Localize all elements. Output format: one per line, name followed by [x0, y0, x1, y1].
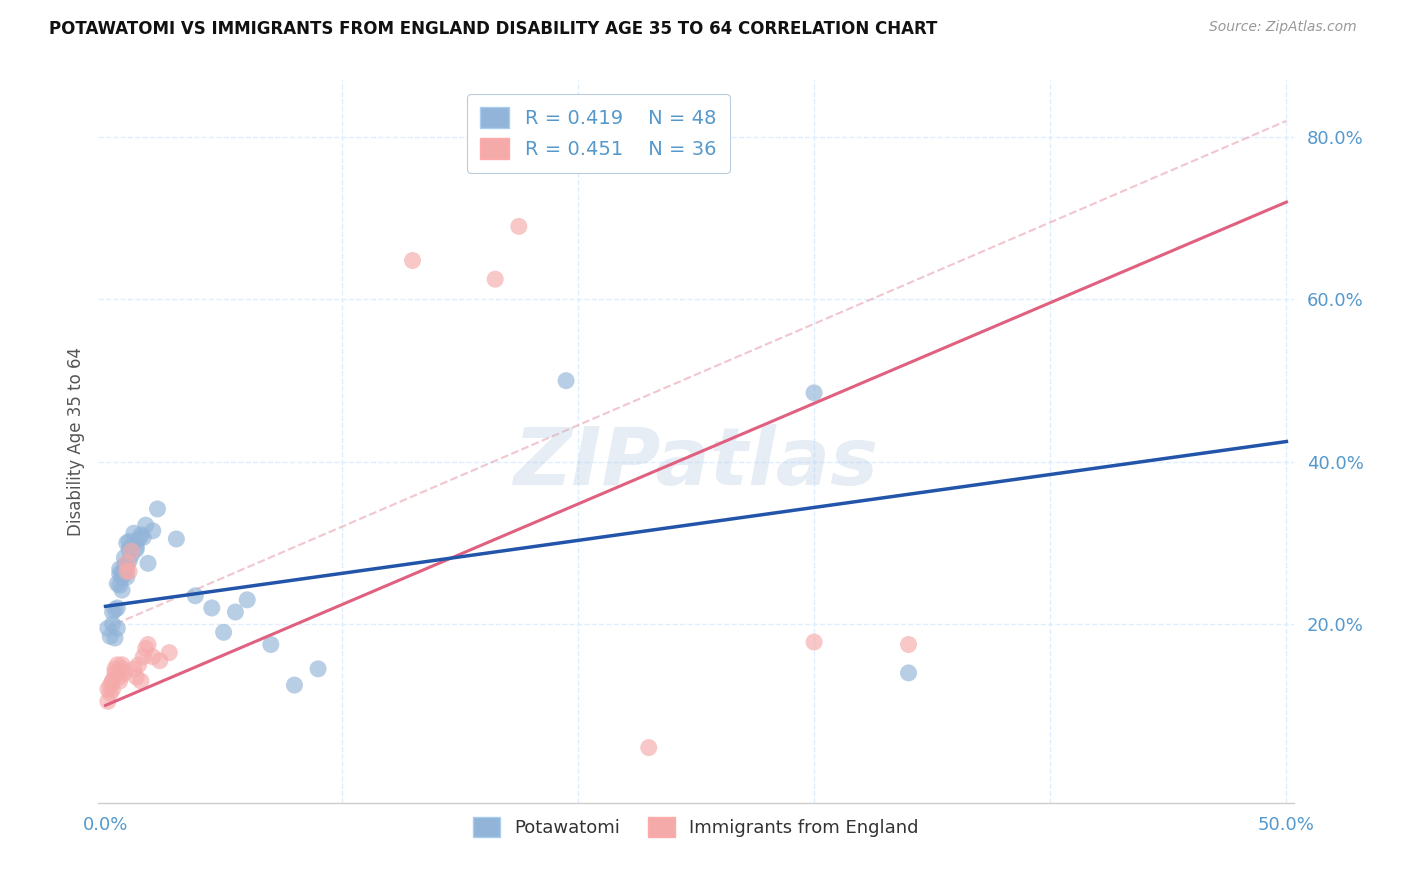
Point [637, 740, 659, 755]
Point [105, 621, 128, 635]
Point [224, 605, 246, 619]
Point [105, 665, 128, 680]
Point [115, 557, 138, 571]
Point [122, 662, 145, 676]
Y-axis label: Disability Age 35 to 64: Disability Age 35 to 64 [66, 347, 84, 536]
Point [128, 657, 150, 672]
Point [111, 662, 134, 676]
Point [101, 617, 124, 632]
Point [132, 530, 155, 544]
Point [105, 576, 128, 591]
Point [142, 649, 165, 664]
Point [149, 654, 172, 668]
Point [125, 542, 148, 557]
Point [555, 374, 578, 388]
Point [142, 524, 165, 538]
Point [118, 534, 141, 549]
Point [260, 638, 283, 652]
Point [108, 566, 131, 581]
Point [121, 540, 143, 554]
Point [97, 694, 120, 708]
Point [128, 532, 150, 546]
Point [104, 631, 127, 645]
Point [129, 673, 152, 688]
Legend: Potawatomi, Immigrants from England: Potawatomi, Immigrants from England [465, 810, 927, 845]
Point [146, 502, 169, 516]
Point [97, 682, 120, 697]
Point [101, 673, 124, 688]
Point [136, 557, 159, 571]
Point [108, 673, 131, 688]
Point [135, 518, 157, 533]
Point [307, 662, 329, 676]
Point [121, 548, 143, 562]
Point [897, 665, 920, 680]
Point [104, 665, 127, 680]
Point [212, 625, 235, 640]
Point [112, 665, 135, 680]
Point [112, 566, 135, 581]
Point [897, 638, 920, 652]
Point [112, 558, 135, 573]
Text: Source: ZipAtlas.com: Source: ZipAtlas.com [1209, 20, 1357, 34]
Point [108, 670, 131, 684]
Point [118, 565, 141, 579]
Point [98, 629, 121, 643]
Point [115, 565, 138, 579]
Point [157, 646, 180, 660]
Point [122, 526, 145, 541]
Point [121, 544, 143, 558]
Point [105, 601, 128, 615]
Point [105, 657, 128, 672]
Point [101, 673, 124, 688]
Point [111, 657, 134, 672]
Point [135, 641, 157, 656]
Point [98, 678, 121, 692]
Point [115, 536, 138, 550]
Text: ZIPatlas: ZIPatlas [513, 425, 879, 502]
Point [112, 550, 135, 565]
Point [283, 678, 305, 692]
Point [108, 578, 131, 592]
Point [111, 570, 134, 584]
Point [484, 272, 506, 286]
Point [125, 540, 148, 554]
Point [165, 532, 187, 546]
Point [132, 649, 155, 664]
Point [201, 601, 224, 615]
Point [111, 583, 134, 598]
Point [104, 662, 127, 676]
Point [108, 562, 131, 576]
Point [97, 621, 120, 635]
Point [101, 605, 124, 619]
Point [401, 253, 423, 268]
Point [129, 528, 152, 542]
Point [101, 682, 124, 697]
Point [118, 554, 141, 568]
Point [136, 638, 159, 652]
Point [115, 570, 138, 584]
Point [104, 602, 127, 616]
Point [803, 635, 825, 649]
Point [508, 219, 530, 234]
Point [125, 670, 148, 684]
Point [98, 686, 121, 700]
Text: POTAWATOMI VS IMMIGRANTS FROM ENGLAND DISABILITY AGE 35 TO 64 CORRELATION CHART: POTAWATOMI VS IMMIGRANTS FROM ENGLAND DI… [49, 20, 938, 37]
Point [236, 592, 259, 607]
Point [115, 560, 138, 574]
Point [118, 542, 141, 557]
Point [184, 589, 207, 603]
Point [803, 385, 825, 400]
Point [111, 566, 134, 581]
